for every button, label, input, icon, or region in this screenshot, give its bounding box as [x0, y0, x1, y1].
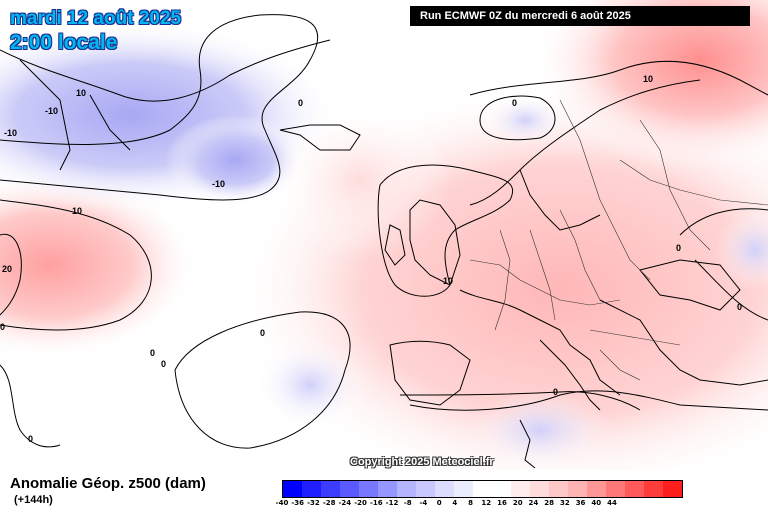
scale-label: -16 [369, 499, 383, 507]
anomaly-map: 10 -10 -10 -10 10 20 0 0 0 0 0 10 10 0 0… [0, 0, 768, 470]
contour-label: -10 [45, 106, 58, 116]
scale-cell [454, 481, 473, 497]
scale-label: -12 [385, 499, 399, 507]
color-scale [282, 480, 683, 498]
scale-label: 0 [436, 499, 442, 507]
scale-cell [492, 481, 511, 497]
contour-label-group: 10 -10 -10 -10 10 20 0 0 0 0 0 10 10 0 0… [0, 74, 742, 444]
contour-label: 0 [737, 302, 742, 312]
scale-cell [549, 481, 568, 497]
scale-label: 24 [528, 499, 539, 507]
scale-cell [397, 481, 416, 497]
scale-cell [568, 481, 587, 497]
scale-cell [283, 481, 302, 497]
scale-label: 12 [481, 499, 492, 507]
scale-label: 20 [512, 499, 523, 507]
scale-cell [340, 481, 359, 497]
field-name: Anomalie Géop. z500 (dam) [10, 475, 206, 492]
contour-label: 20 [2, 264, 12, 274]
contour-label: 0 [150, 348, 155, 358]
scale-cell [663, 481, 682, 497]
contour-label: 0 [161, 359, 166, 369]
contour-label: 10 [643, 74, 653, 84]
forecast-time: 2:00 locale [10, 31, 118, 54]
contour-label: 0 [0, 322, 5, 332]
scale-cell [587, 481, 606, 497]
scale-cell [416, 481, 435, 497]
contour-label: 0 [512, 98, 517, 108]
scale-cell [321, 481, 340, 497]
color-scale-labels: -40 -36 -32 -28 -24 -20 -16 -12 -8 -4 0 4 8 12 16 20 24 2… [276, 499, 617, 511]
scale-cell [530, 481, 549, 497]
scale-label: -36 [291, 499, 305, 507]
scale-cell [644, 481, 663, 497]
scale-cell [378, 481, 397, 497]
contour-label: 0 [553, 387, 558, 397]
contour-label: 0 [676, 243, 681, 253]
scale-label: 44 [607, 499, 617, 507]
scale-label: -24 [338, 499, 352, 507]
scale-label: 16 [497, 499, 507, 507]
contour-label: -10 [4, 128, 17, 138]
scale-label: 32 [559, 499, 570, 507]
scale-cell [302, 481, 321, 497]
scale-label: -32 [307, 499, 320, 507]
scale-label: 36 [575, 499, 586, 507]
scale-cell [511, 481, 530, 497]
contour-label: 0 [298, 98, 303, 108]
contour-label: -10 [212, 179, 225, 189]
contour-label: 10 [443, 276, 453, 286]
contour-label: 0 [28, 434, 33, 444]
scale-label: 28 [544, 499, 555, 507]
scale-cell [473, 481, 492, 497]
run-info: Run ECMWF 0Z du mercredi 6 août 2025 [410, 6, 750, 26]
scale-label: -28 [322, 499, 336, 507]
scale-label: -8 [403, 499, 412, 507]
scale-cell [359, 481, 378, 497]
anomaly-shading [0, 0, 768, 470]
scale-cell [625, 481, 644, 497]
scale-label: -20 [354, 499, 367, 507]
contour-label: 0 [260, 328, 265, 338]
scale-label: 4 [452, 499, 458, 507]
copyright: Copyright 2025 Meteociel.fr [350, 456, 494, 468]
lead-time: (+144h) [14, 494, 53, 506]
contour-label: 10 [72, 206, 82, 216]
scale-label: 8 [468, 499, 473, 507]
forecast-date: mardi 12 août 2025 [10, 8, 182, 29]
scale-cell [606, 481, 625, 497]
scale-label: -4 [419, 499, 428, 507]
contour-label: 10 [76, 88, 86, 98]
scale-label: -40 [275, 499, 289, 507]
scale-cell [435, 481, 454, 497]
contour-lines [0, 14, 768, 449]
scale-label: 40 [591, 499, 602, 507]
country-borders [469, 99, 768, 381]
coastlines [0, 39, 768, 469]
